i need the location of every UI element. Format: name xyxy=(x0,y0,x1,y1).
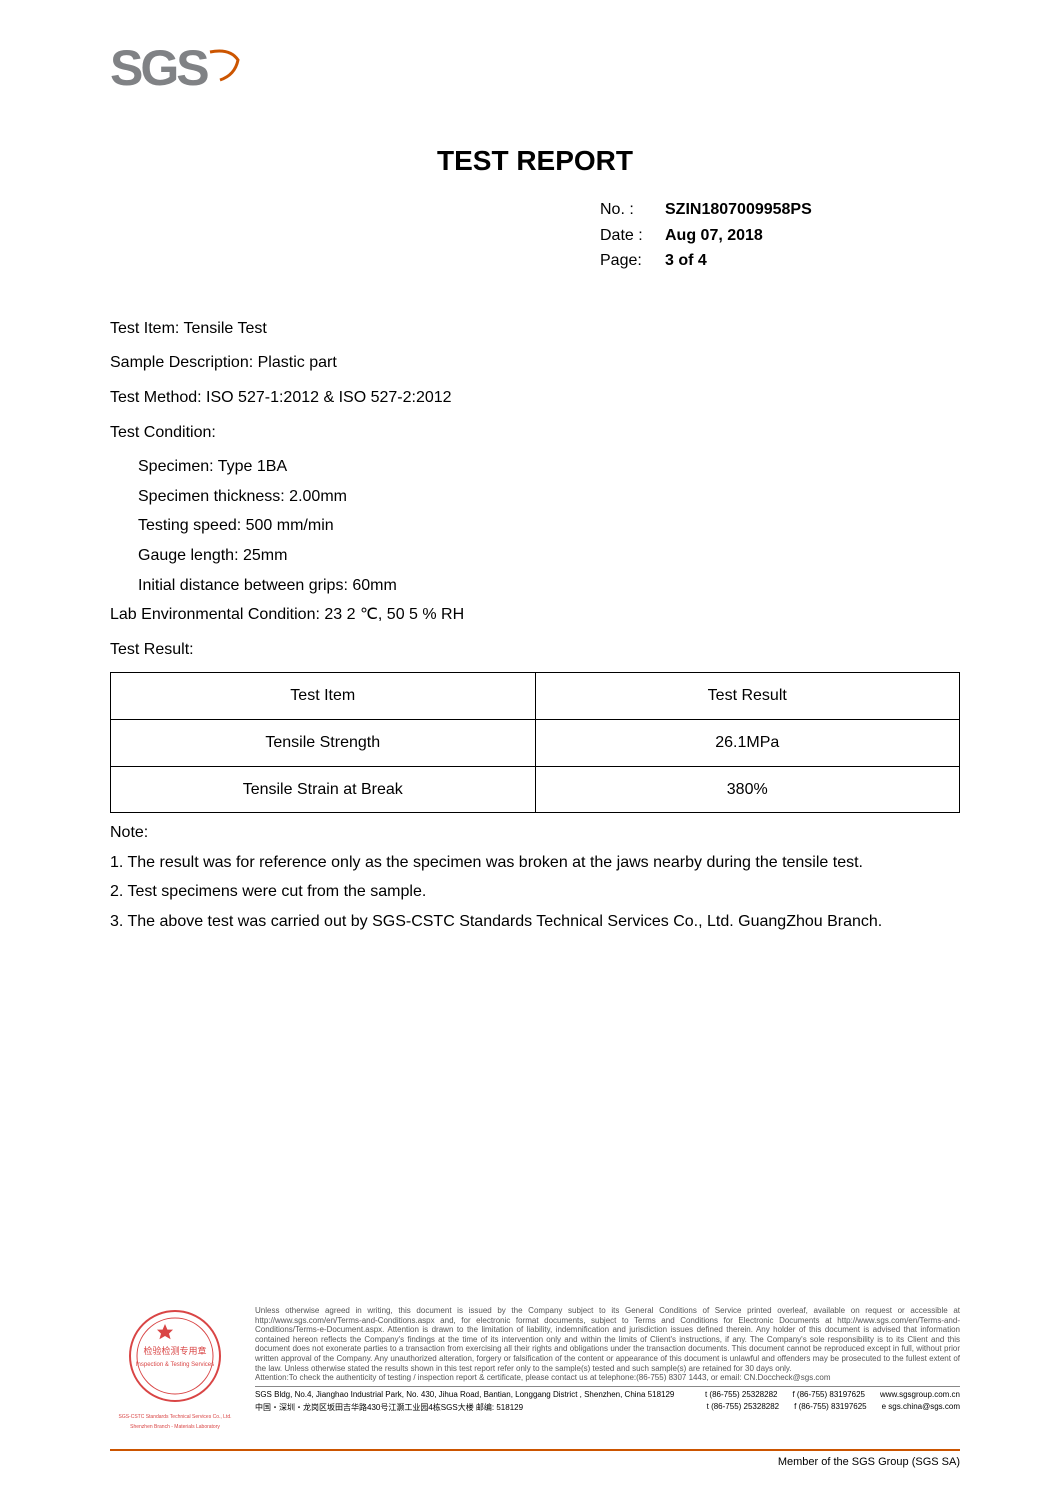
test-method: Test Method: ISO 527-1:2012 & ISO 527-2:… xyxy=(110,383,960,413)
svg-text:Shenzhen Branch - Materials La: Shenzhen Branch - Materials Laboratory xyxy=(130,1424,220,1430)
table-header-item: Test Item xyxy=(111,673,536,720)
footer: 检验检测专用章 Inspection & Testing Services SG… xyxy=(110,1306,960,1468)
condition-thickness: Specimen thickness: 2.00mm xyxy=(138,482,960,512)
note-label: Note: xyxy=(110,818,960,848)
attention-text: Attention:To check the authenticity of t… xyxy=(255,1373,960,1383)
result-label: Test Result: xyxy=(110,635,960,665)
table-cell-result: 26.1MPa xyxy=(535,719,960,766)
test-item: Test Item: Tensile Test xyxy=(110,314,960,344)
lab-env: Lab Environmental Condition: 23 2 ℃, 50 … xyxy=(110,600,960,630)
table-cell-result: 380% xyxy=(535,766,960,813)
fax1: f (86-755) 83197625 xyxy=(792,1390,865,1399)
condition-specimen: Specimen: Type 1BA xyxy=(138,452,960,482)
member-text: Member of the SGS Group (SGS SA) xyxy=(110,1449,960,1468)
condition-initial-distance: Initial distance between grips: 60mm xyxy=(138,571,960,601)
condition-gauge: Gauge length: 25mm xyxy=(138,541,960,571)
table-row: Tensile Strain at Break 380% xyxy=(111,766,960,813)
test-condition-label: Test Condition: xyxy=(110,418,960,448)
note-3: 3. The above test was carried out by SGS… xyxy=(110,907,960,937)
disclaimer-text: Unless otherwise agreed in writing, this… xyxy=(255,1306,960,1373)
table-cell-item: Tensile Strain at Break xyxy=(111,766,536,813)
no-label: No. : xyxy=(600,197,665,223)
condition-speed: Testing speed: 500 mm/min xyxy=(138,511,960,541)
svg-text:Inspection & Testing Services: Inspection & Testing Services xyxy=(136,1362,214,1368)
result-table: Test Item Test Result Tensile Strength 2… xyxy=(110,672,960,813)
stamp-seal: 检验检测专用章 Inspection & Testing Services SG… xyxy=(110,1306,240,1441)
sample-description: Sample Description: Plastic part xyxy=(110,348,960,378)
header-info: No. : SZIN1807009958PS Date : Aug 07, 20… xyxy=(600,197,960,274)
fax2: f (86-755) 83197625 xyxy=(794,1402,867,1413)
sgs-logo: SGS xyxy=(110,40,960,105)
svg-text:SGS-CSTC Standards Technical S: SGS-CSTC Standards Technical Services Co… xyxy=(118,1414,231,1420)
page-label: Page: xyxy=(600,248,665,274)
web: www.sgsgroup.com.cn xyxy=(880,1390,960,1399)
table-row: Tensile Strength 26.1MPa xyxy=(111,719,960,766)
svg-text:SGS: SGS xyxy=(110,40,208,96)
address-cn: 中国・深圳・龙岗区坂田吉华路430号江灏工业园4栋SGS大楼 邮编: 51812… xyxy=(255,1402,692,1413)
table-header-row: Test Item Test Result xyxy=(111,673,960,720)
table-cell-item: Tensile Strength xyxy=(111,719,536,766)
address-en: SGS Bldg, No.4, Jianghao Industrial Park… xyxy=(255,1390,690,1399)
date-value: Aug 07, 2018 xyxy=(665,223,763,249)
table-header-result: Test Result xyxy=(535,673,960,720)
email: e sgs.china@sgs.com xyxy=(882,1402,960,1413)
svg-text:检验检测专用章: 检验检测专用章 xyxy=(143,1345,206,1356)
page-value: 3 of 4 xyxy=(665,248,707,274)
report-title: TEST REPORT xyxy=(110,145,960,177)
tel1: t (86-755) 25328282 xyxy=(705,1390,778,1399)
date-label: Date : xyxy=(600,223,665,249)
tel2: t (86-755) 25328282 xyxy=(707,1402,780,1413)
no-value: SZIN1807009958PS xyxy=(665,197,812,223)
note-1: 1. The result was for reference only as … xyxy=(110,848,960,878)
note-2: 2. Test specimens were cut from the samp… xyxy=(110,877,960,907)
